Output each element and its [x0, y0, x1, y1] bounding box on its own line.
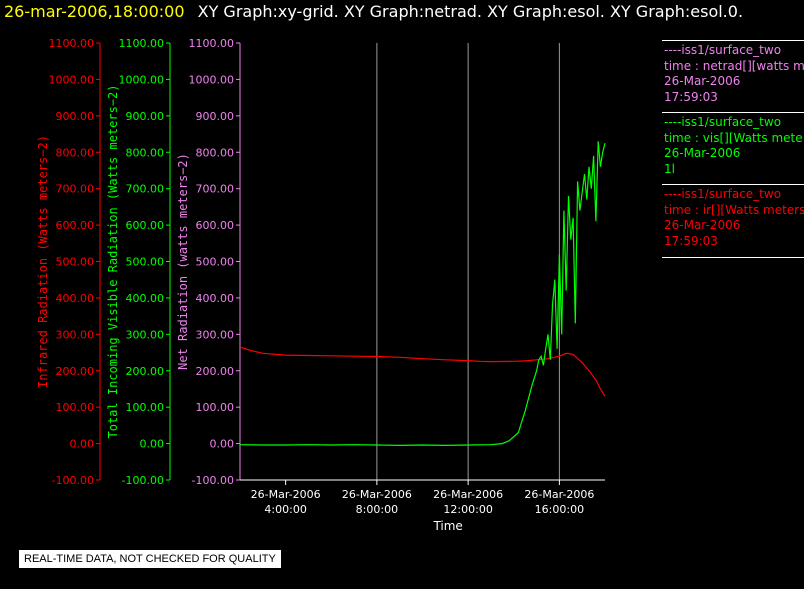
header-datetime: 26-mar-2006,18:00:00 — [4, 2, 185, 21]
y-tick-label: 100.00 — [56, 401, 95, 414]
legend-time: 1l — [664, 161, 675, 176]
legend-label: time : ir[][Watts meters — [664, 202, 804, 217]
legend-entry-ir: ----iss1/surface_two time : ir[][Watts m… — [664, 187, 804, 249]
x-tick-label-time: 12:00:00 — [443, 503, 492, 516]
y-tick-label: 500.00 — [56, 256, 95, 269]
y-tick-label: 700.00 — [196, 183, 235, 196]
series-line-0 — [239, 346, 606, 397]
y-tick-label: 300.00 — [126, 328, 165, 341]
legend-date: 26-Mar-2006 — [664, 218, 741, 232]
y-tick-label: -100.00 — [52, 474, 94, 487]
chart-header: 26-mar-2006,18:00:00 XY Graph:xy-grid. X… — [4, 2, 743, 21]
y-axis-title: Infrared Radiation (Watts meters−2) — [36, 135, 50, 388]
x-axis-title: Time — [432, 519, 462, 533]
x-tick-label-time: 8:00:00 — [356, 503, 398, 516]
x-tick-label-date: 26-Mar-2006 — [524, 488, 594, 501]
legend-divider — [662, 257, 804, 258]
y-tick-label: 0.00 — [140, 438, 165, 451]
legend-source: ----iss1/surface_two — [664, 43, 782, 57]
y-tick-label: 800.00 — [126, 146, 165, 159]
y-tick-label: 200.00 — [196, 365, 235, 378]
legend-divider — [662, 40, 804, 41]
y-tick-label: 0.00 — [70, 438, 95, 451]
y-tick-label: 600.00 — [196, 219, 235, 232]
y-tick-label: 0.00 — [210, 438, 235, 451]
y-tick-label: 100.00 — [126, 401, 165, 414]
y-tick-label: 1000.00 — [119, 73, 165, 86]
y-tick-label: 200.00 — [126, 365, 165, 378]
quality-warning-badge: REAL-TIME DATA, NOT CHECKED FOR QUALITY — [19, 550, 281, 568]
y-axis-title: Net Radiation (watts meters−2) — [176, 153, 190, 370]
header-graph-titles: XY Graph:xy-grid. XY Graph:netrad. XY Gr… — [197, 2, 744, 21]
x-tick-label-date: 26-Mar-2006 — [251, 488, 321, 501]
y-tick-label: 900.00 — [56, 110, 95, 123]
y-tick-label: 500.00 — [126, 256, 165, 269]
y-tick-label: 1000.00 — [49, 73, 95, 86]
x-tick-label-time: 4:00:00 — [264, 503, 306, 516]
y-tick-label: 300.00 — [56, 328, 95, 341]
legend-divider — [662, 184, 804, 185]
series-line-1 — [239, 141, 606, 447]
y-tick-label: 1100.00 — [189, 37, 235, 50]
y-tick-label: -100.00 — [192, 474, 234, 487]
legend-date: 26-Mar-2006 — [664, 146, 741, 160]
y-tick-label: 600.00 — [126, 219, 165, 232]
legend-time: 17:59:03 — [664, 233, 718, 248]
legend-label: time : netrad[][watts me — [664, 58, 804, 73]
x-tick-label-time: 16:00:00 — [535, 503, 584, 516]
y-tick-label: 800.00 — [56, 146, 95, 159]
y-tick-label: 700.00 — [126, 183, 165, 196]
legend-time: 17:59:03 — [664, 89, 718, 104]
y-tick-label: 400.00 — [196, 292, 235, 305]
y-tick-label: 600.00 — [56, 219, 95, 232]
x-tick-label-date: 26-Mar-2006 — [433, 488, 503, 501]
y-axis-title: Total Incoming Visible Radiation (Watts … — [106, 84, 120, 438]
y-tick-label: 900.00 — [196, 110, 235, 123]
x-tick-label-date: 26-Mar-2006 — [342, 488, 412, 501]
y-tick-label: 500.00 — [196, 256, 235, 269]
legend-entry-vis: ----iss1/surface_two time : vis[][Watts … — [664, 115, 804, 177]
legend-date: 26-Mar-2006 — [664, 74, 741, 88]
y-tick-label: 1000.00 — [189, 73, 235, 86]
legend-label: time : vis[][Watts mete — [664, 130, 803, 145]
legend-divider — [662, 112, 804, 113]
y-tick-label: 400.00 — [56, 292, 95, 305]
y-tick-label: 700.00 — [56, 183, 95, 196]
legend-source: ----iss1/surface_two — [664, 187, 782, 201]
y-tick-label: 900.00 — [126, 110, 165, 123]
legend-entry-netrad: ----iss1/surface_two time : netrad[][wat… — [664, 43, 804, 105]
y-tick-label: 1100.00 — [49, 37, 95, 50]
y-tick-label: 200.00 — [56, 365, 95, 378]
y-tick-label: 1100.00 — [119, 37, 165, 50]
y-tick-label: 100.00 — [196, 401, 235, 414]
legend-source: ----iss1/surface_two — [664, 115, 782, 129]
y-tick-label: -100.00 — [122, 474, 164, 487]
y-tick-label: 400.00 — [126, 292, 165, 305]
y-tick-label: 800.00 — [196, 146, 235, 159]
y-tick-label: 300.00 — [196, 328, 235, 341]
